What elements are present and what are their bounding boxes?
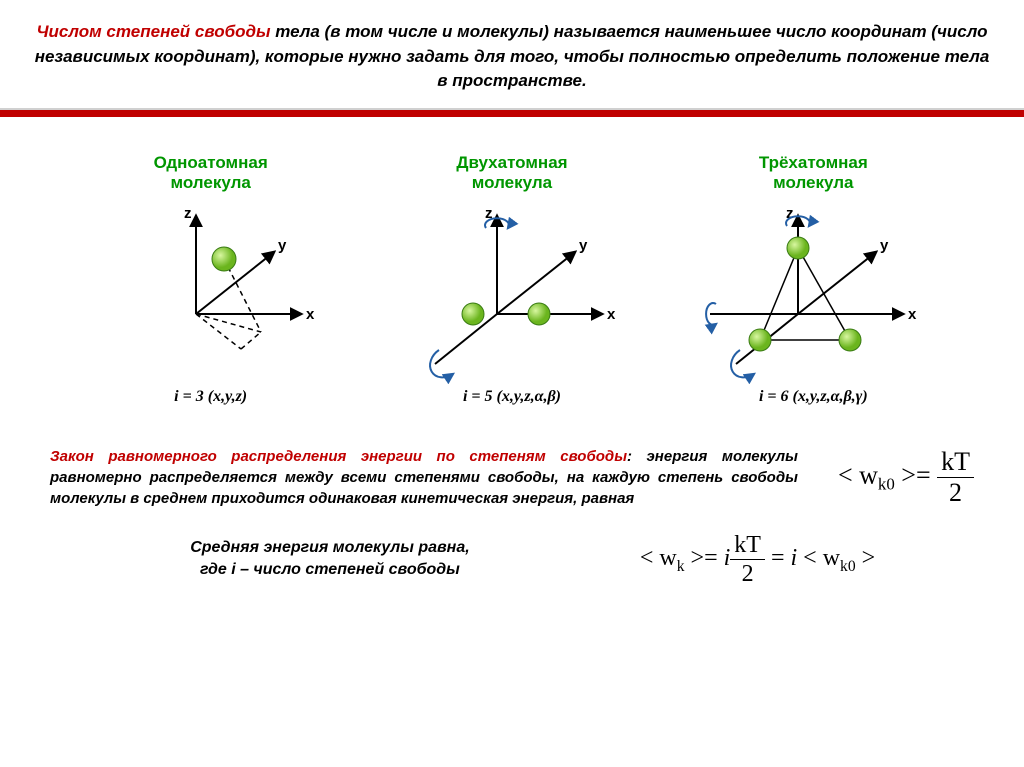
divider-bar: [0, 108, 1024, 117]
law-text: Закон равномерного распределения энергии…: [50, 446, 798, 509]
axis-y: y: [278, 237, 287, 254]
atom-3c: [839, 329, 861, 351]
atom-2a: [462, 303, 484, 325]
atom-3b: [749, 329, 771, 351]
avg-text: Средняя энергия молекулы равна,где i – ч…: [50, 537, 610, 582]
title-highlight: Числом степеней свободы: [37, 22, 271, 41]
diagram-title-3: Трёхатомная молекула: [759, 153, 868, 194]
rotation-arrow-y: [430, 350, 453, 377]
diagram-caption-3: i = 6 (x,y,z,α,β,γ): [759, 388, 868, 406]
diagram-caption-2: i = 5 (x,y,z,α,β): [463, 388, 561, 406]
diagram-title-1: Одноатомная молекула: [154, 153, 268, 194]
axis-x: x: [306, 306, 315, 323]
svg-text:x: x: [607, 306, 616, 323]
diagram-diatomic: Двухатомная молекула x z y: [372, 153, 652, 406]
atom-3a: [787, 237, 809, 259]
svg-text:x: x: [908, 306, 917, 323]
diagram-title-2: Двухатомная молекула: [456, 153, 567, 194]
diagram-svg-1: x z y: [96, 204, 326, 384]
diagram-triatomic: Трёхатомная молекула x z y: [673, 153, 953, 406]
formula-kt2: < wk0 >= kT2: [838, 449, 974, 506]
diagrams-row: Одноатомная молекула x z y: [60, 153, 964, 406]
atom-1: [212, 247, 236, 271]
law-section: Закон равномерного распределения энергии…: [50, 446, 974, 509]
law-highlight: Закон равномерного распределения энергии…: [50, 448, 627, 465]
avg-section: Средняя энергия молекулы равна,где i – ч…: [50, 533, 974, 586]
diagram-monoatomic: Одноатомная молекула x z y: [71, 153, 351, 406]
formula-avg: < wk >= ikT2 = i < wk0 >: [640, 533, 875, 586]
diagram-svg-2: x z y: [397, 204, 627, 384]
axis-z: z: [184, 205, 192, 222]
rotation-arrow-y3: [731, 350, 754, 377]
svg-text:y: y: [880, 237, 889, 254]
diagram-caption-1: i = 3 (x,y,z): [174, 388, 247, 406]
svg-text:y: y: [579, 237, 588, 254]
page-title: Числом степеней свободы тела (в том числ…: [30, 20, 994, 94]
atom-2b: [528, 303, 550, 325]
diagram-svg-3: x z y: [698, 204, 928, 384]
